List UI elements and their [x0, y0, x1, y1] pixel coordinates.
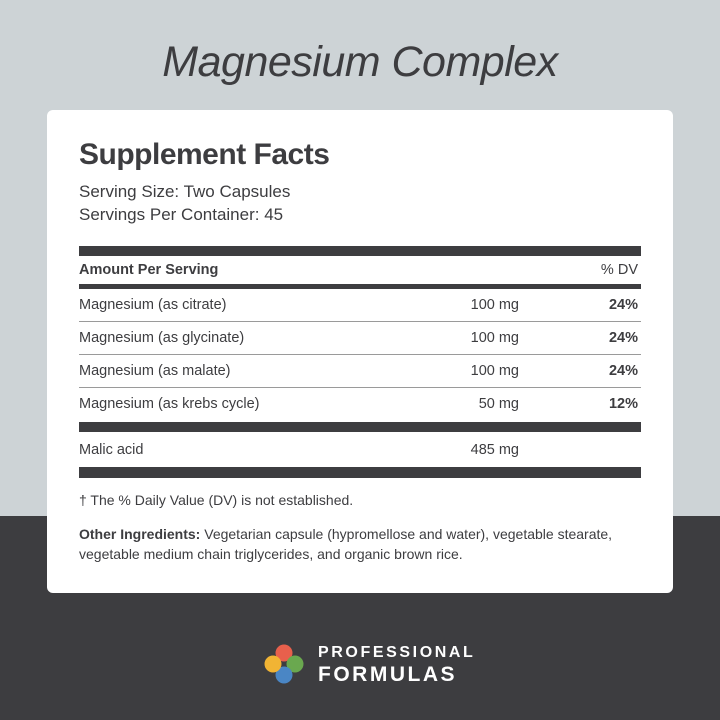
divider-thick	[79, 246, 641, 256]
brand-name: PROFESSIONAL FORMULAS	[318, 644, 475, 687]
table-row: Malic acid 485 mg	[79, 434, 641, 467]
brand-line2: FORMULAS	[318, 663, 457, 686]
ingredient-name: Magnesium (as citrate)	[79, 297, 227, 313]
logo-petal-blue	[275, 666, 293, 684]
brand-line1: PROFESSIONAL	[318, 644, 476, 661]
ingredient-name: Magnesium (as malate)	[79, 363, 231, 379]
logo-petal-yellow	[264, 655, 282, 673]
table-row: Magnesium (as glycinate) 100 mg 24%	[79, 322, 641, 355]
serving-size: Serving Size: Two Capsules	[79, 182, 291, 201]
divider-medium	[79, 284, 641, 289]
ingredient-amount: 50 mg	[478, 396, 519, 412]
dv-footnote: † The % Daily Value (DV) is not establis…	[79, 492, 354, 508]
header-amount-per-serving: Amount Per Serving	[79, 262, 219, 278]
servings-per-container: Servings Per Container: 45	[79, 205, 284, 224]
ingredient-dv: 12%	[608, 396, 638, 412]
table-row: Magnesium (as citrate) 100 mg 24%	[79, 289, 641, 322]
divider-thick	[79, 467, 641, 478]
ingredient-name: Malic acid	[79, 442, 144, 458]
logo-petal-green	[286, 655, 304, 673]
table-row: Magnesium (as krebs cycle) 50 mg 12%	[79, 388, 641, 421]
serving-info: Serving Size: Two Capsules Servings Per …	[79, 180, 290, 226]
ingredient-dv: 24%	[608, 330, 638, 346]
logo-petal-red	[275, 644, 293, 662]
table-header: Amount Per Serving % DV	[79, 262, 641, 278]
table-row: Magnesium (as malate) 100 mg 24%	[79, 355, 641, 388]
brand-logo-icon	[264, 644, 304, 684]
header-dv: % DV	[600, 262, 638, 278]
other-ingredients-label: Other Ingredients:	[79, 526, 201, 542]
ingredient-amount: 100 mg	[470, 330, 519, 346]
ingredient-dv: 24%	[608, 297, 638, 313]
product-title: Magnesium Complex	[162, 38, 558, 86]
ingredient-amount: 100 mg	[470, 363, 519, 379]
ingredient-name: Magnesium (as krebs cycle)	[79, 396, 260, 412]
divider-thick	[79, 422, 641, 432]
ingredient-amount: 100 mg	[470, 297, 519, 313]
panel-title: Supplement Facts	[79, 138, 330, 171]
ingredient-amount: 485 mg	[470, 442, 519, 458]
other-ingredients-text: Vegetarian capsule (hypromellose and wat…	[79, 526, 613, 562]
ingredient-dv: 24%	[608, 363, 638, 379]
ingredient-name: Magnesium (as glycinate)	[79, 330, 245, 346]
other-ingredients: Other Ingredients: Vegetarian capsule (h…	[79, 524, 639, 564]
supplement-facts-card: Supplement Facts Serving Size: Two Capsu…	[47, 110, 673, 593]
